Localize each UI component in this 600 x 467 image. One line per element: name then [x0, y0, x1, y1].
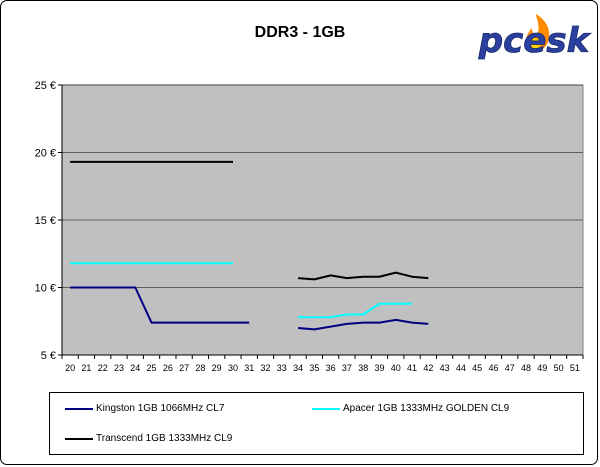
legend-item-transcend: Transcend 1GB 1333MHz CL9: [65, 433, 232, 444]
series-line-0: [298, 318, 429, 331]
x-tick-label: 41: [407, 363, 417, 373]
x-tick-label: 51: [570, 363, 580, 373]
x-tick-label: 50: [554, 363, 564, 373]
legend-item-kingston: Kingston 1GB 1066MHz CL7: [65, 403, 224, 414]
y-tick-label: 10 €: [35, 283, 56, 295]
x-tick-label: 43: [440, 363, 450, 373]
logo-flame-inner: [531, 36, 541, 50]
legend-label-kingston: Kingston 1GB 1066MHz CL7: [96, 403, 225, 414]
x-tick-label: 26: [163, 363, 173, 373]
x-tick-label: 49: [537, 363, 547, 373]
x-tick-label: 46: [488, 363, 498, 373]
x-tick-label: 32: [261, 363, 271, 373]
y-tick-label: 15 €: [35, 215, 56, 227]
x-tick-label: 44: [456, 363, 466, 373]
x-tick-label: 20: [65, 363, 75, 373]
x-tick-label: 22: [98, 363, 108, 373]
legend-swatch-apacer: [312, 407, 340, 410]
x-tick-label: 39: [374, 363, 384, 373]
y-tick-label: 5 €: [41, 350, 56, 362]
legend-swatch-kingston: [65, 407, 93, 410]
x-tick-label: 31: [244, 363, 254, 373]
y-tick-label: 25 €: [35, 80, 56, 92]
x-tick-label: 37: [342, 363, 352, 373]
x-tick-label: 25: [147, 363, 157, 373]
x-tick-label: 28: [195, 363, 205, 373]
logo-graphic: pcesk: [477, 14, 592, 60]
legend: Kingston 1GB 1066MHz CL7 Apacer 1GB 1333…: [49, 392, 584, 455]
x-tick-label: 23: [114, 363, 124, 373]
legend-item-apacer: Apacer 1GB 1333MHz GOLDEN CL9: [312, 403, 509, 414]
x-tick-label: 40: [391, 363, 401, 373]
x-tick-label: 36: [326, 363, 336, 373]
chart-title: DDR3 - 1GB: [254, 24, 346, 41]
legend-label-apacer: Apacer 1GB 1333MHz GOLDEN CL9: [343, 403, 510, 414]
x-tick-label: 45: [472, 363, 482, 373]
pctuning-logo: pcesk: [472, 12, 592, 60]
x-tick-label: 38: [358, 363, 368, 373]
series-line-0: [70, 286, 250, 324]
x-tick-label: 35: [309, 363, 319, 373]
x-tick-label: 34: [293, 363, 303, 373]
legend-label-transcend: Transcend 1GB 1333MHz CL9: [96, 433, 233, 444]
x-tick-label: 21: [81, 363, 91, 373]
series-line-2: [298, 271, 429, 281]
x-tick-label: 27: [179, 363, 189, 373]
series-line-1: [298, 302, 412, 319]
x-tick-label: 33: [277, 363, 287, 373]
x-tick-label: 48: [521, 363, 531, 373]
x-tick-label: 42: [423, 363, 433, 373]
x-tick-label: 30: [228, 363, 238, 373]
x-tick-label: 24: [130, 363, 140, 373]
legend-swatch-transcend: [65, 437, 93, 440]
y-tick-label: 20 €: [35, 148, 56, 160]
x-tick-label: 47: [505, 363, 515, 373]
x-tick-label: 29: [212, 363, 222, 373]
logo-wordmark: pcesk: [478, 21, 592, 60]
